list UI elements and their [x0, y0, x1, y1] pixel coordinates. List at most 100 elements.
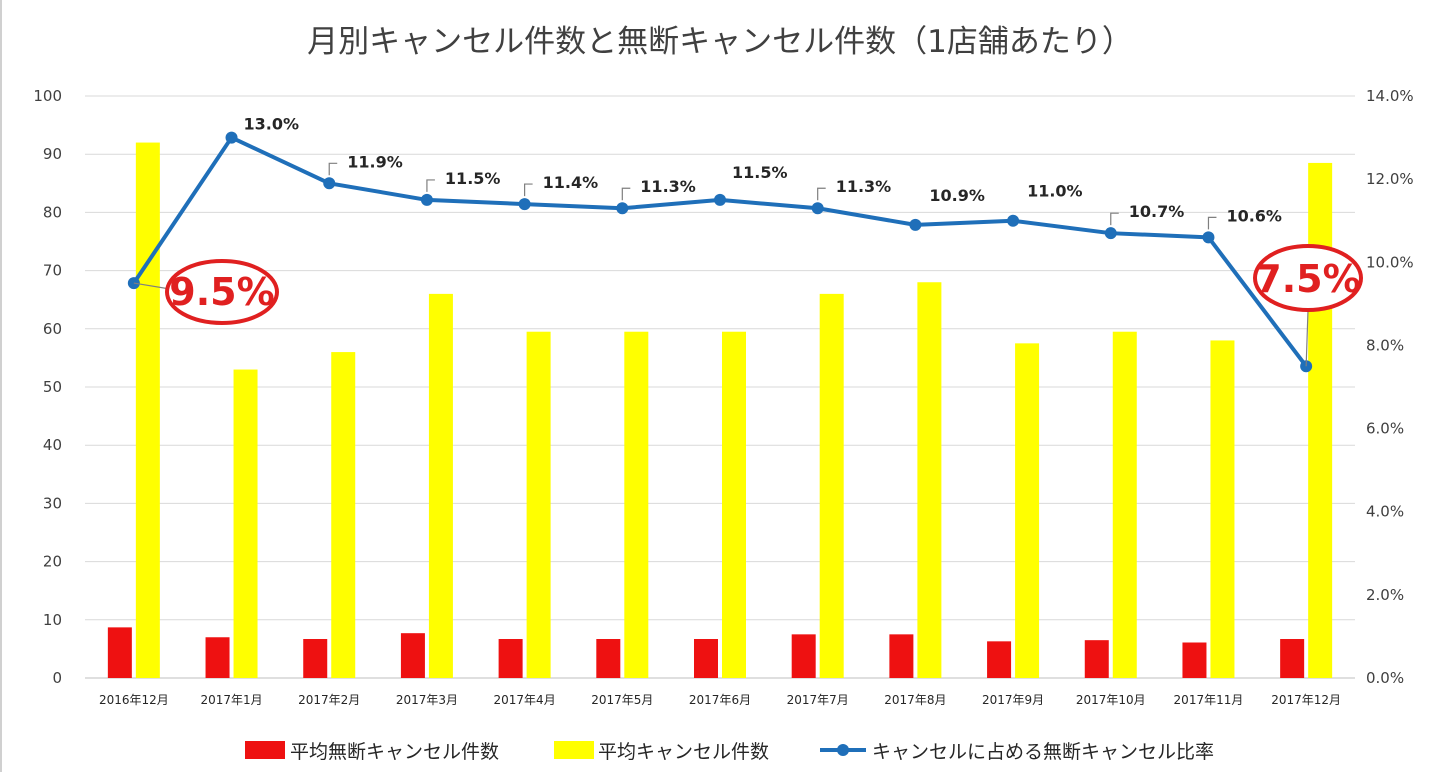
ratio-callout-last: 7.5% — [1255, 257, 1360, 301]
label-leader-line — [426, 179, 435, 192]
label-leader-line — [328, 162, 338, 176]
bar-cancel — [1210, 340, 1235, 678]
ratio-data-label: 11.3% — [836, 177, 892, 196]
bar-cancel — [917, 282, 942, 678]
bar-no-show-cancel — [400, 633, 425, 678]
legend-label-no-show: 平均無断キャンセル件数 — [290, 741, 499, 763]
ratio-callout-first: 9.5% — [169, 270, 274, 314]
y-right-tick-label: 14.0% — [1366, 87, 1414, 105]
ratio-point — [1202, 231, 1215, 244]
y-right-tick-label: 6.0% — [1366, 420, 1404, 438]
bar-no-show-cancel — [1084, 640, 1109, 678]
bar-no-show-cancel — [303, 639, 328, 678]
y-left-tick-label: 80 — [43, 203, 62, 221]
x-tick-label: 2017年11月 — [1174, 693, 1244, 707]
legend-swatch-cancel — [554, 741, 594, 759]
data-labels: 13.0% 11.9% 11.5% 11.4% 11.3% 11.5% 11.3% 10.9%… — [133, 115, 1363, 367]
bar-no-show-cancel — [791, 634, 816, 678]
legend-label-ratio: キャンセルに占める無断キャンセル比率 — [872, 741, 1214, 763]
callout-ellipse — [165, 259, 279, 325]
bar-no-show-cancel — [987, 641, 1012, 678]
x-tick-label: 2017年7月 — [787, 693, 849, 707]
chart-title: 月別キャンセル件数と無断キャンセル件数（1店舗あたり） — [307, 24, 1133, 60]
label-leader-line — [621, 187, 631, 201]
y-left-tick-label: 70 — [43, 262, 62, 280]
legend: 平均無断キャンセル件数 平均キャンセル件数 キャンセルに占める無断キャンセル比率 — [245, 741, 1214, 763]
callout-ellipse — [1253, 244, 1363, 312]
ratio-data-label: 11.5% — [732, 163, 788, 182]
ratio-point — [1007, 214, 1020, 227]
label-leader-line — [524, 183, 533, 197]
x-tick-label: 2017年2月 — [298, 693, 360, 707]
ratio-point — [323, 177, 336, 190]
x-tick-label: 2017年8月 — [884, 693, 946, 707]
legend-swatch-no-show — [245, 741, 285, 759]
y-right-tick-label: 10.0% — [1366, 253, 1414, 271]
y-left-tick-label: 20 — [43, 553, 62, 571]
label-leader-line — [1110, 212, 1119, 226]
ratio-data-label: 11.4% — [543, 173, 599, 192]
ratio-point — [518, 198, 531, 211]
x-tick-label: 2017年12月 — [1271, 693, 1341, 707]
legend-label-cancel: 平均キャンセル件数 — [598, 741, 769, 763]
x-tick-label: 2017年1月 — [200, 693, 262, 707]
bar-no-show-cancel — [596, 639, 621, 678]
ratio-data-label: 13.0% — [244, 115, 300, 134]
legend-marker-ratio — [837, 744, 849, 756]
y-axis-right: 0.0% 2.0% 4.0% 6.0% 8.0% 10.0% 12.0% 14.0% — [1366, 87, 1414, 687]
x-tick-label: 2017年5月 — [591, 693, 653, 707]
y-left-tick-label: 0 — [52, 669, 62, 687]
ratio-data-label: 11.0% — [1027, 182, 1083, 201]
y-left-tick-label: 100 — [33, 87, 62, 105]
ratio-point — [225, 131, 238, 144]
bar-cancel — [331, 352, 356, 678]
y-left-tick-label: 30 — [43, 494, 62, 512]
y-left-tick-label: 40 — [43, 436, 62, 454]
ratio-data-label: 10.9% — [929, 186, 985, 205]
bar-cancel — [624, 331, 649, 678]
bar-cancel — [1112, 331, 1137, 678]
y-left-tick-label: 50 — [43, 378, 62, 396]
x-tick-label: 2017年6月 — [689, 693, 751, 707]
ratio-data-label: 11.9% — [347, 152, 403, 171]
y-axis-left: 0 10 20 30 40 50 60 70 80 90 100 — [33, 87, 62, 687]
y-right-tick-label: 4.0% — [1366, 503, 1404, 521]
y-right-tick-label: 12.0% — [1366, 170, 1414, 188]
y-left-tick-label: 60 — [43, 320, 62, 338]
y-left-tick-label: 10 — [43, 611, 62, 629]
ratio-data-label: 10.7% — [1129, 202, 1185, 221]
label-leader-line — [817, 187, 826, 201]
bar-cancel — [428, 293, 453, 678]
ratio-data-label: 11.5% — [445, 169, 501, 188]
bar-no-show-cancel — [107, 627, 132, 678]
ratio-data-label: 10.6% — [1226, 206, 1282, 225]
bar-no-show-cancel — [205, 637, 230, 678]
ratio-point — [1104, 227, 1117, 240]
bar-no-show-cancel — [1280, 639, 1305, 678]
bar-no-show-cancel — [498, 639, 523, 678]
y-right-tick-label: 2.0% — [1366, 586, 1404, 604]
bar-cancel — [1015, 343, 1040, 678]
bar-cancel — [819, 293, 844, 678]
ratio-point — [420, 193, 433, 206]
bar-cancel — [1308, 162, 1333, 678]
bar-cancel — [722, 331, 746, 678]
ratio-point — [811, 202, 824, 215]
ratio-line-group — [127, 131, 1313, 373]
label-leader-line — [1305, 309, 1309, 367]
x-tick-label: 2016年12月 — [99, 693, 169, 707]
bar-cancel — [526, 331, 551, 678]
ratio-point — [616, 202, 629, 215]
bar-no-show-cancel — [694, 639, 718, 678]
x-axis: 2016年12月 2017年1月 2017年2月 2017年3月 2017年4月 2017… — [99, 693, 1341, 707]
x-tick-label: 2017年4月 — [494, 693, 556, 707]
bar-cancel — [135, 142, 160, 678]
ratio-point — [909, 218, 922, 231]
x-tick-label: 2017年3月 — [396, 693, 458, 707]
x-tick-label: 2017年9月 — [982, 693, 1044, 707]
y-left-tick-label: 90 — [43, 145, 62, 163]
bar-cancel — [233, 369, 258, 678]
bar-no-show-cancel — [889, 634, 914, 678]
bars — [107, 142, 1333, 678]
